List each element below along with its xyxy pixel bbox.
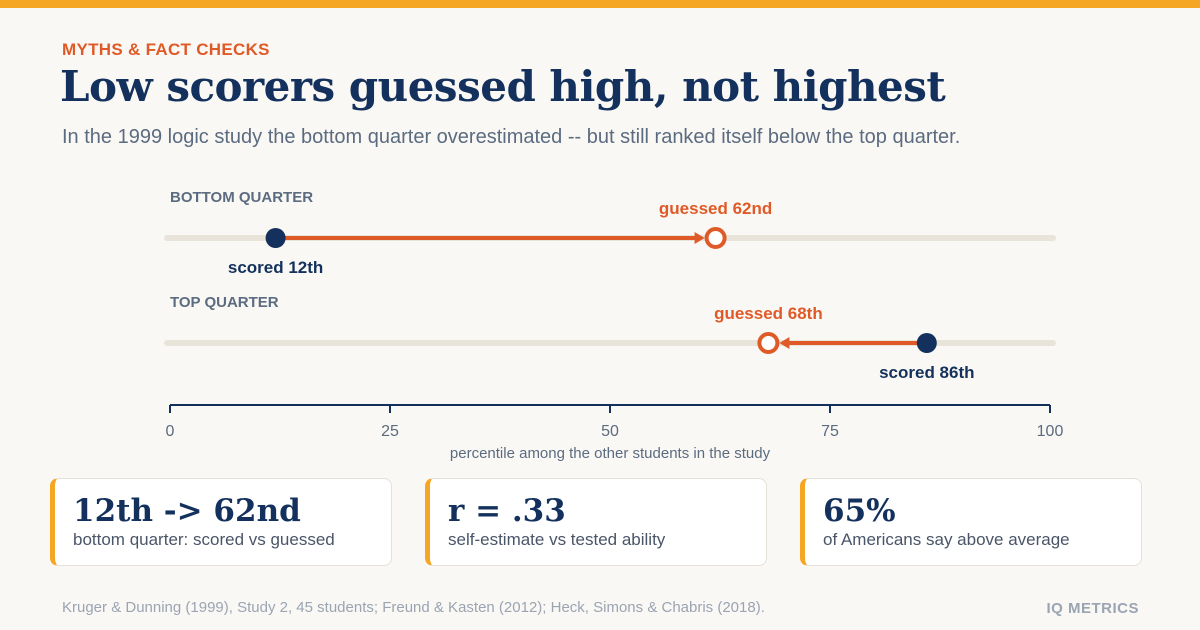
scored-label: scored 86th xyxy=(879,363,974,382)
row-arrowhead xyxy=(694,232,705,244)
top-accent-bar xyxy=(0,0,1200,8)
source-note: Kruger & Dunning (1999), Study 2, 45 stu… xyxy=(62,599,765,616)
stat-value: 65% xyxy=(823,493,896,529)
guessed-label: guessed 62nd xyxy=(659,199,772,218)
stat-value: r = .33 xyxy=(448,493,566,529)
page-subtitle: In the 1999 logic study the bottom quart… xyxy=(62,126,961,148)
row-arrowhead xyxy=(779,337,790,349)
stat-card-above-average: 65% of Americans say above average xyxy=(800,478,1142,566)
scored-label: scored 12th xyxy=(228,258,323,277)
page-title: Low scorers guessed high, not highest xyxy=(60,62,946,111)
x-axis-title: percentile among the other students in t… xyxy=(450,445,771,462)
x-tick-label: 75 xyxy=(821,423,839,440)
row-group-label: TOP QUARTER xyxy=(170,294,279,311)
x-tick-label: 25 xyxy=(381,423,399,440)
eyebrow-label: MYTHS & FACT CHECKS xyxy=(62,40,270,59)
row-group-label: BOTTOM QUARTER xyxy=(170,189,313,206)
scored-dot xyxy=(916,333,937,353)
stat-label: self-estimate vs tested ability xyxy=(448,530,666,549)
x-tick-label: 0 xyxy=(166,423,175,440)
stat-label: of Americans say above average xyxy=(823,530,1070,549)
stat-label: bottom quarter: scored vs guessed xyxy=(73,530,335,549)
stat-value: 12th -> 62nd xyxy=(73,493,301,529)
dumbbell-chart: BOTTOM QUARTER guessed 62nd scored 12th TOP… xyxy=(164,189,1064,462)
stat-card-correlation: r = .33 self-estimate vs tested ability xyxy=(425,478,767,566)
stat-card-scored-guessed: 12th -> 62nd bottom quarter: scored vs g… xyxy=(50,478,392,566)
guessed-label: guessed 68th xyxy=(714,304,823,323)
guessed-ring xyxy=(757,332,780,354)
x-tick-label: 50 xyxy=(601,423,619,440)
x-tick-label: 100 xyxy=(1037,423,1064,440)
scored-dot xyxy=(265,228,286,248)
brand-label: IQ METRICS xyxy=(1046,600,1139,617)
guessed-ring xyxy=(704,227,727,249)
